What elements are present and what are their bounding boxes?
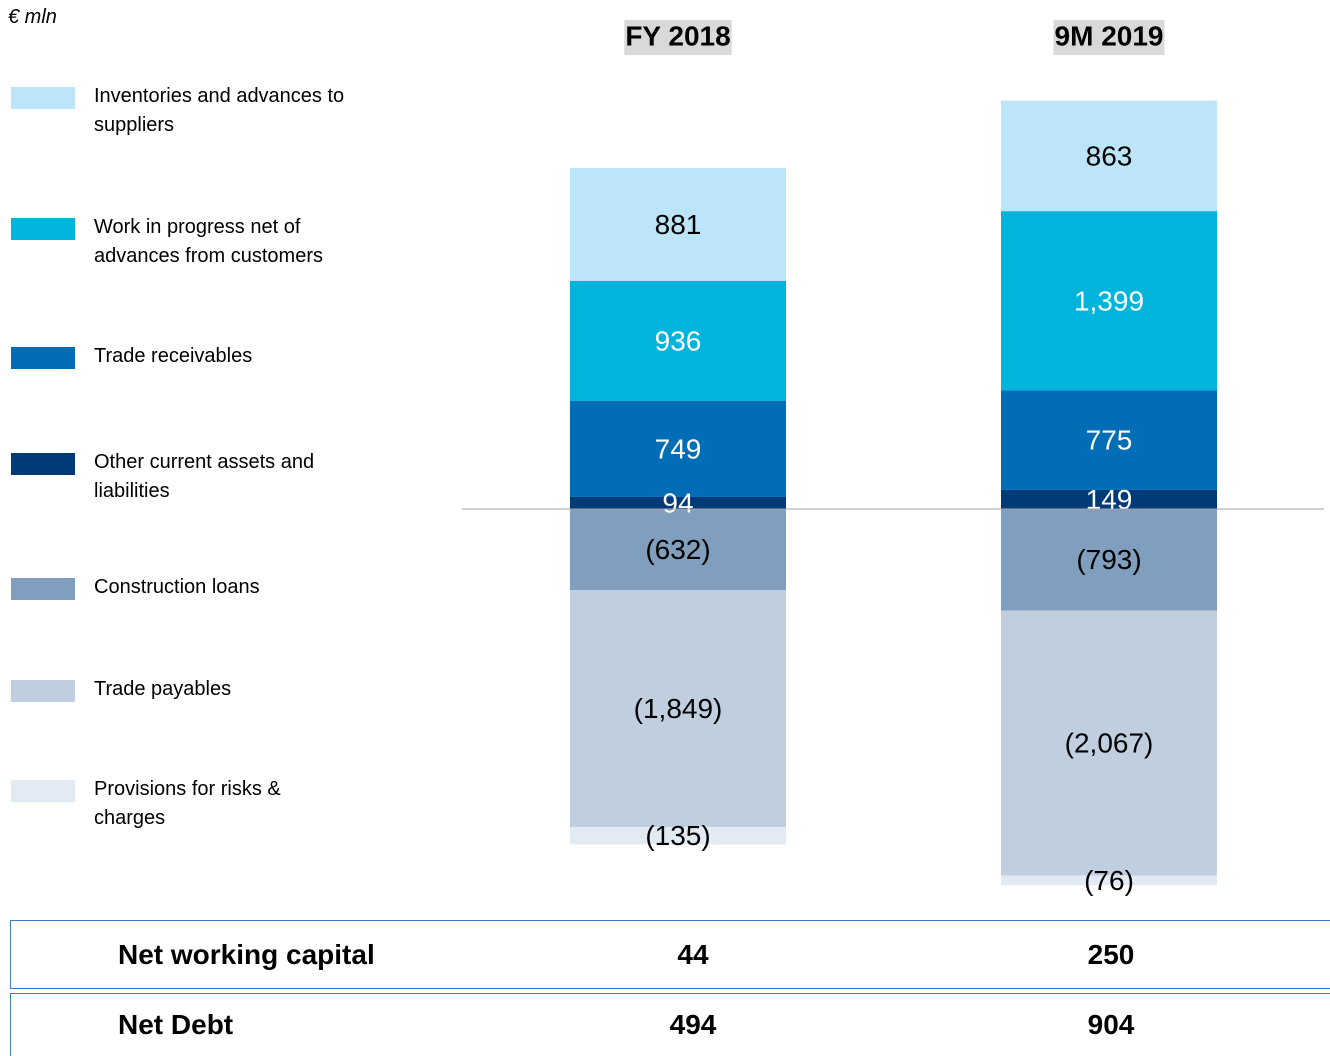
legend-swatch [11,780,75,802]
row-value: 44 [677,938,709,970]
legend-swatch [11,218,75,240]
legend-label: Trade receivables [94,345,253,367]
legend-swatch [11,578,75,600]
legend-item: Work in progress net of advances from cu… [11,216,384,271]
legend-item: Trade receivables [11,345,394,371]
category-label: 9M 2019 [1055,20,1164,51]
value-label: (135) [645,820,710,851]
bar-segment [1001,875,1217,886]
bar-segment [570,280,786,401]
category-label-bg [1053,20,1165,55]
bar-segment [1001,390,1217,490]
legend-label: Trade payables [94,678,232,700]
legend-item: Construction loans [11,576,394,602]
row-value: 250 [1087,938,1135,970]
table-row: Net Debt 494 904 [10,993,1330,1056]
bar-segment [570,827,786,845]
legend-item: Other current assets and liabilities [11,451,384,506]
legend-swatch [11,347,75,369]
legend-item: Provisions for risks & charges [11,778,344,833]
legend-label: Inventories and advances to suppliers [94,85,345,136]
value-label: 749 [655,433,702,464]
value-label: (793) [1076,544,1141,575]
value-label: (1,849) [634,693,723,724]
row-label: Net working capital [118,938,375,970]
legend-label: Work in progress net of advances from cu… [94,216,323,267]
bar-segment [570,167,786,281]
value-label: (632) [645,534,710,565]
legend-label: Construction loans [94,576,260,598]
legend-swatch [11,87,75,109]
legend-label: Provisions for risks & charges [94,778,281,829]
bar-segment [570,400,786,497]
value-label: 936 [655,325,702,356]
value-label: 1,399 [1074,285,1144,316]
legend-item: Inventories and advances to suppliers [11,85,400,140]
bar-segment [570,496,786,509]
bar-segment [570,509,786,591]
bar-segment [1001,211,1217,391]
legend-swatch [11,680,75,702]
value-label: 94 [662,487,693,518]
chart: FY 2018 881 936 749 94 (632) (1,849) (135) 9M 20… [462,20,1324,896]
row-label: Net Debt [118,1009,234,1040]
value-label: (2,067) [1065,728,1154,759]
row-value: 904 [1087,1009,1135,1040]
value-label: 149 [1086,484,1133,515]
legend-swatch [11,453,75,475]
bar-segment [570,590,786,828]
value-label: 863 [1086,140,1133,171]
value-label: 881 [655,209,702,240]
bar-segment [1001,610,1217,876]
legend-label: Other current assets and liabilities [94,451,315,502]
value-label: (76) [1084,865,1134,896]
bar-segment [1001,489,1217,509]
bar-segment [1001,509,1217,611]
bar-segment [1001,100,1217,212]
legend-item: Trade payables [11,678,394,704]
category-label: FY 2018 [625,20,730,51]
unit-label: € mln [8,6,57,28]
value-label: 775 [1086,425,1133,456]
table-row: Net working capital 44 250 [10,920,1330,989]
row-value: 494 [669,1009,717,1040]
category-label-bg [624,20,732,55]
